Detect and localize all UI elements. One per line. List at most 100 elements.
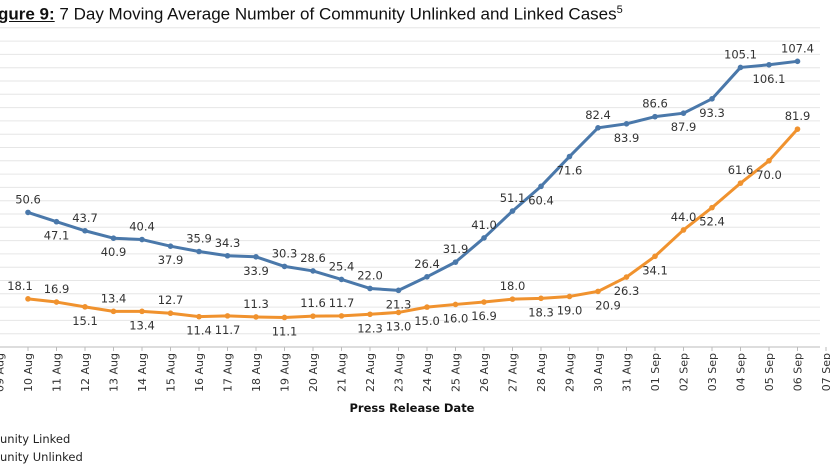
data-point [310,313,316,319]
x-axis-title: Press Release Date [349,401,474,415]
data-point [452,301,459,308]
x-tick-label: 06 Sep [792,353,805,391]
data-point [395,309,402,316]
legend-item-unlinked: unity Unlinked [0,450,83,464]
data-label: 82.4 [585,108,611,122]
data-label: 12.7 [158,293,184,307]
data-point [709,96,715,102]
data-label: 13.4 [101,291,127,305]
data-point [25,209,31,216]
data-label: 34.1 [642,263,668,277]
title-footnote: 5 [616,4,623,16]
data-label: 70.0 [756,168,782,182]
data-point [53,299,60,305]
data-label: 93.3 [699,106,725,120]
data-label: 107.4 [781,41,814,55]
data-label: 43.7 [72,211,98,225]
data-point [623,121,630,127]
data-label: 16.9 [44,282,70,296]
data-point [794,126,801,132]
data-point [509,296,516,302]
x-tick-label: 23 Aug [393,353,406,392]
data-label: 61.6 [728,163,754,177]
data-label: 11.4 [186,324,212,338]
data-point [766,61,772,68]
data-label: 13.0 [386,319,412,333]
data-label: 18.0 [500,279,526,293]
data-point [509,208,516,214]
data-label: 47.1 [44,229,70,243]
x-tick-label: 02 Sep [678,353,691,391]
data-point [395,287,402,294]
data-label: 11.3 [243,297,269,311]
x-tick-label: 28 Aug [535,353,548,392]
x-tick-label: 16 Aug [193,353,206,392]
figure-number: gure 9: [0,4,55,24]
data-label: 60.4 [528,193,554,207]
x-tick-label: 26 Aug [478,353,491,392]
data-point [53,218,60,225]
data-label: 40.9 [101,245,127,259]
data-label: 25.4 [329,259,355,273]
series-line-1 [27,128,799,319]
x-tick-label: 07 Sep [820,353,830,391]
x-tick-label: 13 Aug [108,353,121,392]
data-point [224,313,231,319]
data-point [652,253,658,260]
data-point [595,288,601,295]
data-point [224,252,231,259]
x-tick-label: 27 Aug [507,353,520,392]
data-point [338,276,345,283]
data-point [82,227,88,234]
data-point [338,313,345,319]
x-tick-label: 21 Aug [336,353,349,392]
data-point [566,153,573,160]
data-label: 37.9 [158,253,184,267]
data-point [310,268,316,274]
data-point [196,313,202,320]
x-tick-label: 18 Aug [250,353,263,392]
data-label: 11.7 [329,296,355,310]
data-point [253,254,259,260]
data-label: 18.1 [7,279,33,293]
data-label: 50.6 [15,192,41,206]
data-label: 26.3 [614,284,640,298]
x-tick-label: 11 Aug [51,353,64,392]
legend-item-linked: unity Linked [0,432,71,446]
data-point [709,204,715,211]
x-tick-label: 04 Sep [735,353,748,391]
data-label: 11.6 [300,296,326,310]
title-text: 7 Day Moving Average Number of Community… [54,4,617,24]
data-point [139,236,145,243]
x-tick-label: 03 Sep [706,353,719,391]
data-label: 19.0 [557,303,583,317]
data-label: 34.3 [215,236,241,250]
data-point [110,308,117,315]
data-label: 33.9 [243,264,269,278]
data-point [538,183,544,190]
data-label: 35.9 [186,232,212,246]
data-label: 15.0 [414,314,440,328]
data-label: 40.4 [129,220,155,234]
data-point [680,227,687,233]
data-label: 18.3 [528,305,554,319]
series-line-0 [27,59,798,292]
x-tick-label: 01 Sep [649,353,662,391]
data-label: 22.0 [357,268,383,282]
data-label: 52.4 [699,215,725,229]
data-label: 83.9 [614,131,640,145]
data-point [253,314,259,320]
data-point [424,304,430,310]
data-point [481,235,487,241]
data-label: 16.0 [443,311,469,325]
x-tick-label: 29 Aug [564,353,577,392]
x-tick-label: 20 Aug [307,353,320,392]
data-label: 86.6 [642,97,668,111]
data-label: 30.3 [272,246,298,260]
data-point [538,295,544,302]
data-point [595,125,601,131]
x-tick-label: 30 Aug [592,353,605,392]
x-tick-label: 24 Aug [421,353,434,392]
x-tick-label: 17 Aug [222,353,235,392]
